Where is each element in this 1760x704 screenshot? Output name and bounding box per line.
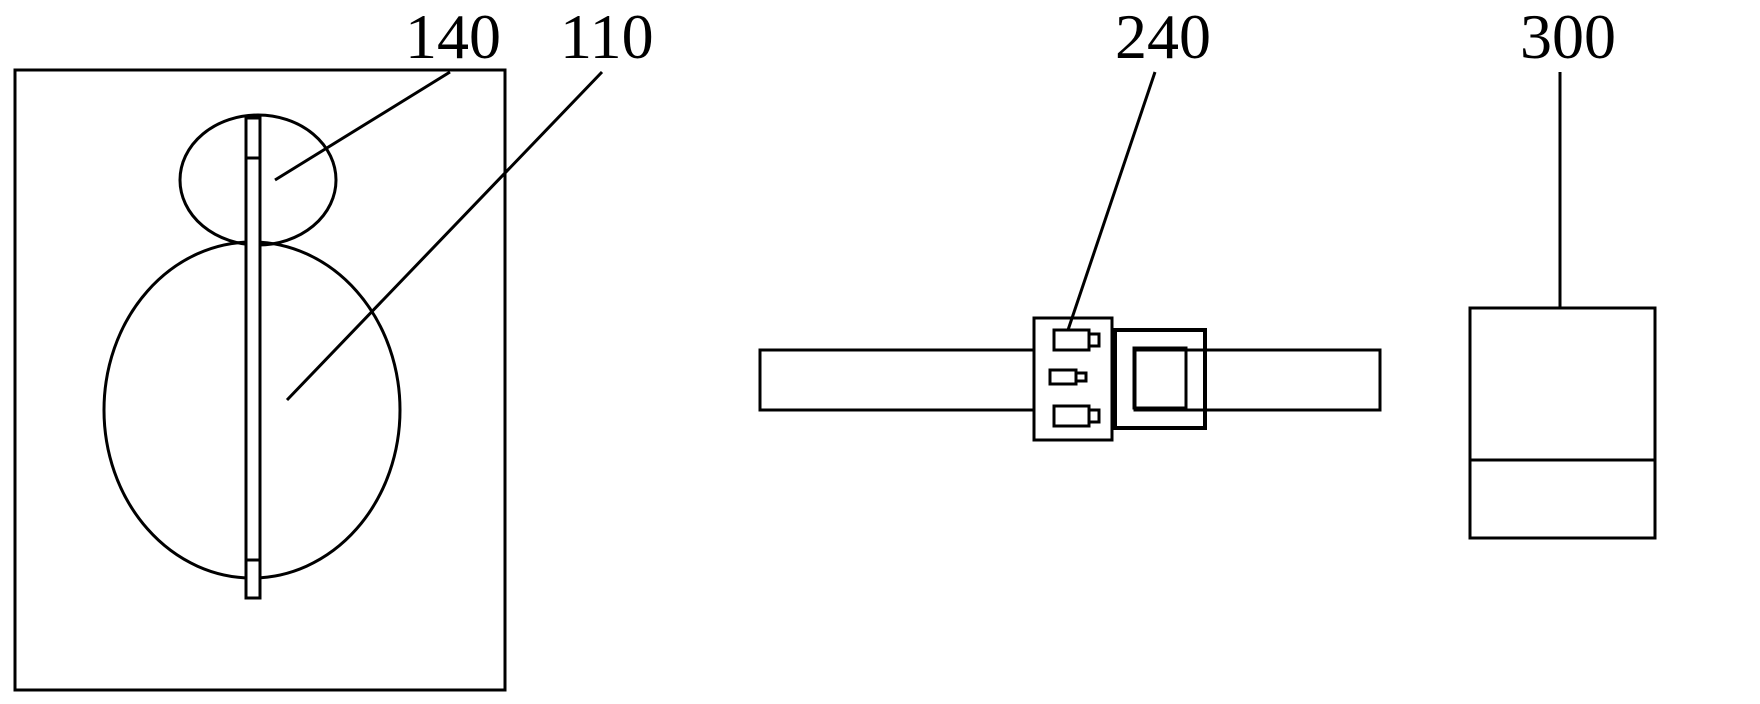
leader-l110 bbox=[287, 72, 602, 400]
buckle-inner bbox=[1134, 348, 1186, 408]
right-outer bbox=[1470, 308, 1655, 538]
label-300: 300 bbox=[1520, 0, 1616, 74]
leader-l240 bbox=[1068, 72, 1155, 330]
vertical-bar bbox=[246, 118, 260, 598]
label-240: 240 bbox=[1115, 0, 1211, 74]
label-110: 110 bbox=[560, 0, 654, 74]
buckle-outer bbox=[1115, 330, 1205, 428]
label-140: 140 bbox=[405, 0, 501, 74]
strap-right bbox=[1135, 350, 1380, 410]
strap-left bbox=[760, 350, 1050, 410]
